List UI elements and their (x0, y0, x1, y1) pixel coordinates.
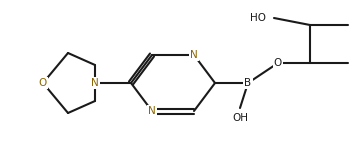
Text: HO: HO (250, 13, 266, 23)
Text: N: N (190, 50, 198, 60)
Text: N: N (148, 106, 156, 116)
Text: OH: OH (232, 113, 248, 123)
Text: N: N (91, 78, 99, 88)
Text: O: O (39, 78, 47, 88)
Text: B: B (244, 78, 252, 88)
Text: O: O (274, 58, 282, 68)
